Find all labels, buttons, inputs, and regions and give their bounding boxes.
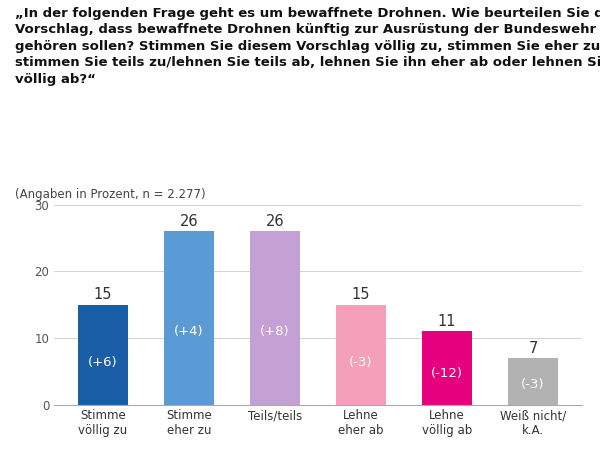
Text: (-3): (-3) [521,379,545,392]
Bar [422,331,472,405]
Bar [336,305,386,405]
Text: (-12): (-12) [431,367,463,380]
Text: (+6): (+6) [88,356,118,369]
Bar [250,231,300,405]
Text: 15: 15 [352,287,370,302]
Text: 26: 26 [266,214,284,229]
Text: „In der folgenden Frage geht es um bewaffnete Drohnen. Wie beurteilen Sie den
Vo: „In der folgenden Frage geht es um bewaf… [15,7,600,86]
Text: 26: 26 [179,214,198,229]
Text: (+4): (+4) [174,326,204,338]
Text: (Angaben in Prozent, n = 2.277): (Angaben in Prozent, n = 2.277) [15,188,206,201]
Text: 11: 11 [438,314,456,329]
Bar [164,231,214,405]
Text: (+8): (+8) [260,326,290,338]
Text: 15: 15 [94,287,112,302]
Text: (-3): (-3) [349,356,373,369]
Bar [508,358,558,405]
Text: 7: 7 [529,340,538,356]
Bar [78,305,128,405]
